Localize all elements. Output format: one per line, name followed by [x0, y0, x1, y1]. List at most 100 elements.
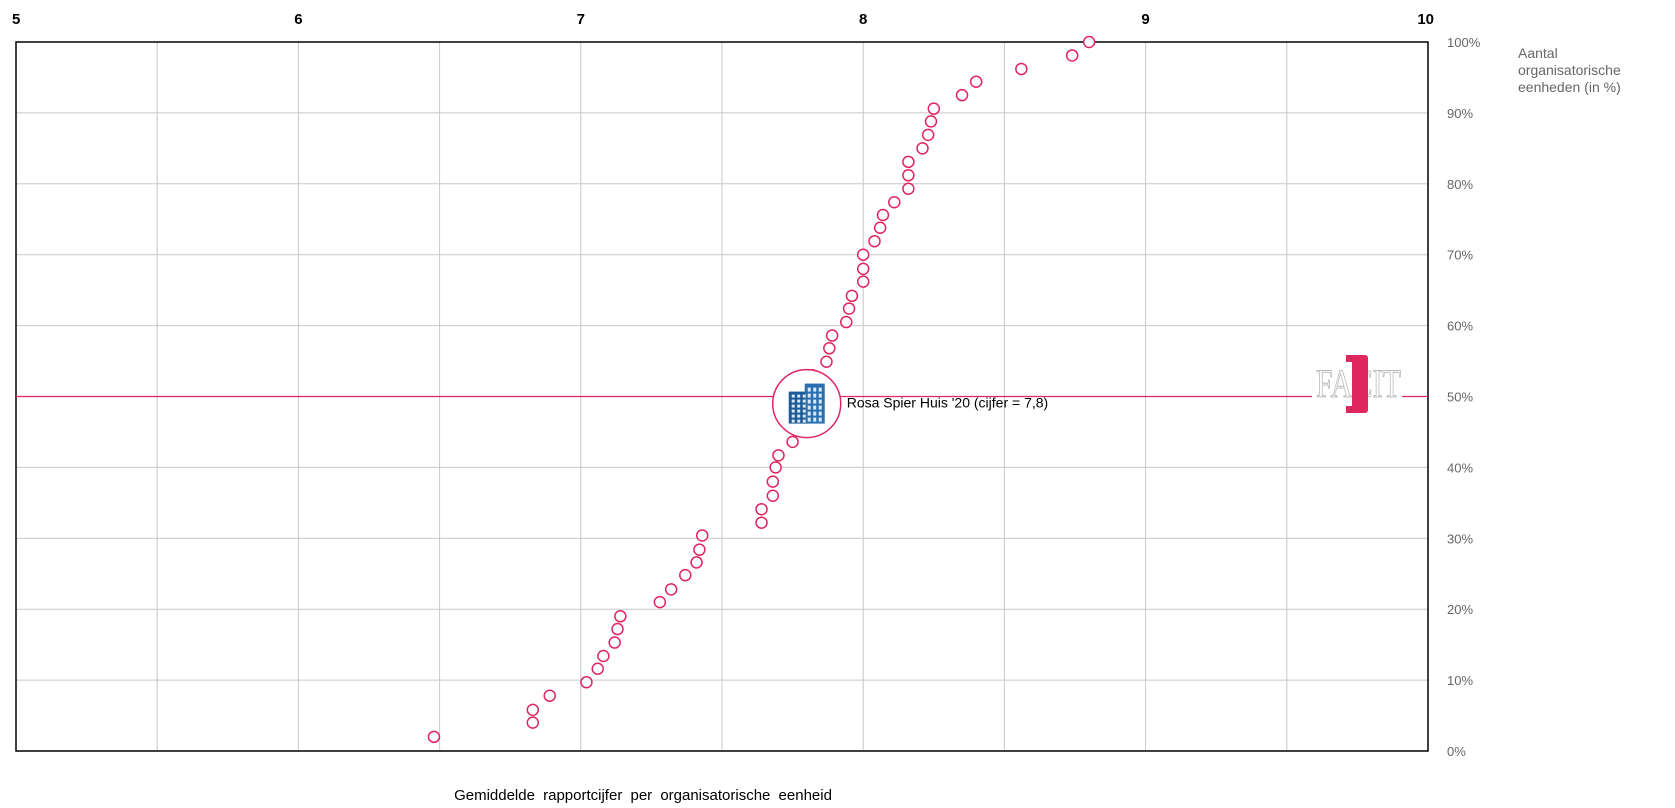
data-point: [820, 355, 833, 369]
data-point: [690, 556, 703, 569]
building-window: [802, 399, 806, 403]
building-window: [791, 419, 795, 423]
data-point: [543, 689, 556, 702]
data-point: [1065, 49, 1079, 62]
building-window: [818, 393, 822, 398]
building-window: [818, 405, 822, 410]
building-window: [797, 394, 801, 398]
building-window: [802, 419, 806, 423]
y-tick-label: 90%: [1447, 106, 1473, 121]
building-window: [797, 419, 801, 423]
building-window: [813, 387, 817, 392]
building-window: [807, 411, 811, 416]
data-point: [591, 662, 604, 676]
building-window: [813, 411, 817, 416]
x-tick-labels: 5 6 7 8 9 10: [12, 11, 1434, 28]
data-point: [427, 730, 441, 744]
data-point: [766, 489, 780, 503]
data-point: [873, 221, 887, 235]
data-point: [842, 302, 856, 315]
data-point: [786, 435, 799, 449]
highlight-marker: Rosa Spier Huis '20 (cijfer = 7,8): [771, 368, 1048, 439]
data-point: [916, 142, 929, 155]
x-tick-label: 10: [1417, 11, 1434, 28]
y-tick-label: 100%: [1447, 35, 1481, 50]
building-window: [818, 387, 822, 392]
data-point: [1015, 62, 1028, 76]
data-point: [772, 449, 785, 462]
data-point: [902, 169, 915, 182]
building-window: [791, 394, 795, 398]
building-window: [797, 409, 801, 413]
data-point: [755, 502, 768, 516]
data-point: [526, 716, 540, 729]
building-window: [813, 417, 817, 422]
data-point: [766, 475, 780, 488]
data-point: [1082, 35, 1096, 49]
building-window: [791, 414, 795, 418]
x-axis-label: Gemiddelde rapportcijfer per organisator…: [454, 787, 832, 804]
data-point: [823, 342, 836, 355]
data-point: [927, 102, 941, 115]
data-point: [902, 182, 915, 196]
y-tick-label: 50%: [1447, 390, 1473, 405]
data-point: [845, 289, 859, 303]
building-window: [802, 409, 806, 413]
y-tick-label: 10%: [1447, 673, 1473, 688]
building-window: [791, 409, 795, 413]
y-tick-label: 60%: [1447, 319, 1473, 334]
data-point: [695, 529, 709, 542]
data-point: [679, 568, 692, 582]
building-window: [807, 393, 811, 398]
x-tick-label: 7: [577, 11, 585, 28]
y-axis-label: Aantal organisatorische eenheden (in %): [1518, 45, 1621, 95]
data-point: [693, 543, 706, 556]
data-point: [614, 610, 627, 623]
y-tick-label: 70%: [1447, 248, 1473, 263]
building-window: [807, 399, 811, 404]
data-point: [888, 195, 901, 209]
data-point: [902, 155, 915, 169]
building-window: [807, 387, 811, 392]
data-point: [580, 675, 593, 689]
y-tick-label: 80%: [1447, 177, 1473, 192]
data-point: [840, 315, 853, 329]
building-window: [813, 405, 817, 410]
data-point: [856, 262, 870, 276]
data-point: [755, 516, 768, 529]
building-window: [807, 405, 811, 410]
data-points: [427, 35, 1096, 744]
data-point: [924, 115, 938, 128]
x-tick-label: 8: [859, 11, 867, 28]
data-point: [597, 649, 610, 663]
building-window: [807, 417, 811, 422]
building-window: [802, 404, 806, 408]
highlight-label: Rosa Spier Huis '20 (cijfer = 7,8): [847, 395, 1048, 411]
building-icon: [788, 383, 825, 424]
building-window: [818, 417, 822, 422]
data-point: [608, 636, 621, 649]
data-point: [876, 208, 890, 222]
building-window: [791, 399, 795, 403]
building-window: [813, 393, 817, 398]
data-point: [664, 583, 678, 596]
building-window: [797, 404, 801, 408]
facit-logo: FACIT: [1312, 355, 1402, 413]
building-window: [797, 399, 801, 403]
data-point: [825, 329, 839, 342]
x-tick-label: 5: [12, 11, 20, 28]
data-point: [653, 595, 667, 609]
building-window: [791, 404, 795, 408]
y-tick-label: 0%: [1447, 744, 1466, 759]
data-point: [921, 128, 935, 142]
building-window: [802, 394, 806, 398]
building-window: [818, 411, 822, 416]
building-window: [797, 414, 801, 418]
building-window: [802, 414, 806, 418]
x-tick-label: 6: [294, 11, 302, 28]
data-point: [526, 703, 540, 717]
data-point: [611, 622, 624, 636]
data-point: [769, 461, 782, 474]
building-window: [813, 399, 817, 404]
